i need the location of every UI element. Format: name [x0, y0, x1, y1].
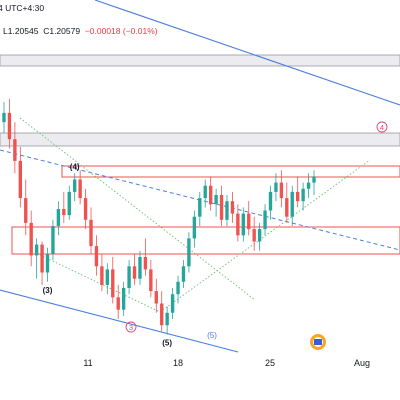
candle-body: [208, 185, 213, 205]
candle-body: [279, 182, 284, 199]
broker-logo-icon: [310, 334, 326, 350]
wave-circle-marker: [125, 321, 137, 333]
timezone-label: 4 UTC+4:30: [0, 3, 45, 13]
candle-body: [143, 257, 148, 270]
candle-body: [51, 226, 55, 254]
candle-body: [312, 176, 316, 183]
candle-body: [301, 188, 305, 202]
candle-body: [34, 244, 39, 256]
wave-label-red: 3: [129, 323, 133, 332]
candle-body: [181, 266, 186, 282]
candle-body: [241, 213, 245, 236]
dotted-channel-lower: [39, 254, 161, 313]
candle-body: [83, 198, 88, 220]
candle-body: [187, 238, 191, 267]
resistance-zone-mid: [0, 132, 400, 147]
candle-body: [67, 191, 71, 216]
candle-body: [132, 266, 137, 279]
candle-body: [252, 229, 256, 242]
candle-body: [214, 195, 218, 205]
candle-body: [225, 201, 229, 220]
candle-body: [219, 195, 224, 220]
candle-body: [203, 185, 207, 199]
wave-label: (5): [162, 339, 172, 348]
upper-channel-line: [94, 0, 400, 106]
candle-body: [29, 222, 33, 256]
candle-body: [149, 269, 153, 292]
candle-body: [105, 269, 110, 285]
candle-body: [170, 294, 175, 313]
candle-body: [100, 266, 104, 285]
candle-body: [290, 191, 294, 217]
candle-body: [45, 253, 50, 273]
candle-body: [7, 112, 12, 140]
trend-lines: [0, 0, 400, 353]
red-zone-lower: [11, 226, 400, 255]
candle-body: [198, 198, 202, 217]
candle-body: [138, 257, 142, 279]
candle-body: [13, 139, 17, 161]
ohlc-low-value: 1.20545: [7, 26, 39, 36]
candle-body: [121, 288, 126, 310]
x-tick-label: 18: [172, 358, 184, 368]
candle-body: [116, 297, 120, 310]
supply-demand-zones: [0, 54, 400, 255]
wave-label-blue: (5): [207, 331, 217, 340]
wave-label-red: 4: [380, 123, 384, 132]
red-zone-upper: [61, 165, 400, 178]
candle-body: [2, 112, 6, 123]
candle-body: [236, 213, 240, 236]
candle-body: [285, 198, 289, 217]
candle-body: [24, 198, 28, 223]
candle-body: [18, 160, 23, 199]
resistance-zone-top: [0, 54, 400, 67]
wave-labels: (3) (4) (5) 3 4 (5): [43, 121, 388, 348]
candle-body: [263, 210, 267, 230]
ohlc-close-label: C: [43, 26, 50, 36]
candle-body: [176, 281, 180, 295]
ohlc-low-label: L: [3, 26, 8, 36]
candle-body: [160, 303, 164, 326]
dotted-projection-line: [159, 159, 371, 313]
wave-label: (4): [70, 162, 80, 171]
candle-body: [274, 182, 278, 192]
candle-body: [94, 246, 99, 267]
candle-body: [56, 208, 61, 226]
candlestick-series: [2, 98, 316, 335]
candle-body: [247, 213, 251, 230]
candle-body: [257, 229, 262, 242]
candle-body: [89, 219, 93, 247]
candle-body: [40, 244, 44, 273]
candle-body: [295, 191, 300, 202]
logo-flag: [314, 339, 322, 345]
candle-body: [230, 201, 235, 214]
candle-body: [165, 312, 169, 326]
candle-body: [127, 266, 131, 288]
x-tick-label: Aug: [353, 358, 371, 368]
bottom-panel: [0, 370, 400, 400]
candle-body: [62, 208, 66, 216]
dotted-channel-upper: [19, 117, 256, 301]
x-tick-label: 25: [264, 358, 276, 368]
x-tick-label: 11: [83, 358, 93, 368]
candle-body: [78, 179, 82, 199]
change-value: −0.00018 (−0.01%): [84, 26, 158, 36]
ohlc-readout: L1.20545 C1.20579 −0.00018 (−0.01%): [3, 26, 158, 37]
candle-body: [192, 216, 197, 239]
time-axis[interactable]: [0, 354, 400, 370]
candle-body: [306, 182, 311, 189]
candle-body: [73, 179, 77, 192]
wave-circle-marker: [376, 121, 388, 133]
candle-body: [154, 291, 158, 304]
candle-body: [268, 191, 273, 211]
wave-label: (3): [43, 286, 53, 295]
candle-body: [111, 269, 115, 298]
lower-channel-line: [0, 289, 239, 353]
ohlc-close-value: 1.20579: [49, 26, 81, 36]
